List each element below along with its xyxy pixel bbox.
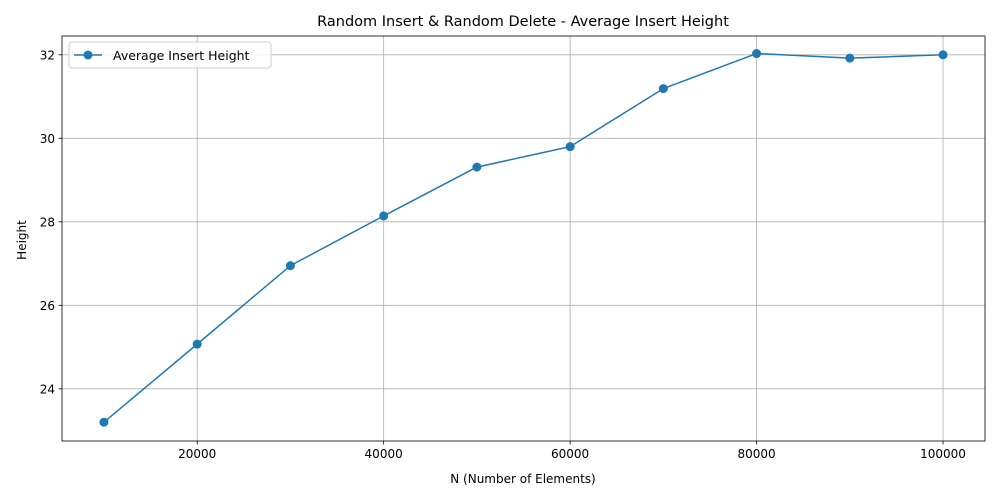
data-point <box>752 49 762 59</box>
y-tick-label: 26 <box>40 299 55 313</box>
x-tick-label: 60000 <box>551 447 589 461</box>
legend-marker <box>83 50 93 60</box>
legend-label: Average Insert Height <box>113 48 250 63</box>
data-point <box>938 50 948 60</box>
y-tick-label: 24 <box>40 382 55 396</box>
legend: Average Insert Height <box>68 41 272 69</box>
grid-lines <box>62 36 985 441</box>
data-point <box>192 339 202 349</box>
axis-ticks: 20000 40000 60000 80000 100000 24 26 28 30 32 <box>40 48 966 461</box>
data-point <box>285 261 295 271</box>
x-tick-label: 80000 <box>737 447 775 461</box>
legend-box <box>68 41 272 69</box>
x-axis-label: N (Number of Elements) <box>450 472 596 486</box>
series-average-insert-height <box>99 49 948 427</box>
x-tick-label: 100000 <box>920 447 966 461</box>
data-point <box>472 162 482 172</box>
y-tick-label: 32 <box>40 48 55 62</box>
x-tick-label: 40000 <box>365 447 403 461</box>
y-tick-label: 30 <box>40 132 55 146</box>
plot-area-frame <box>61 35 986 442</box>
y-axis-label: Height <box>15 220 29 260</box>
data-point <box>565 142 575 152</box>
y-tick-label: 28 <box>40 215 55 229</box>
data-point <box>379 211 389 221</box>
x-tick-label: 20000 <box>178 447 216 461</box>
data-point <box>658 84 668 94</box>
series-line <box>103 52 944 423</box>
data-point <box>845 53 855 63</box>
data-point <box>99 417 109 427</box>
chart-title: Random Insert & Random Delete - Average … <box>317 14 729 30</box>
